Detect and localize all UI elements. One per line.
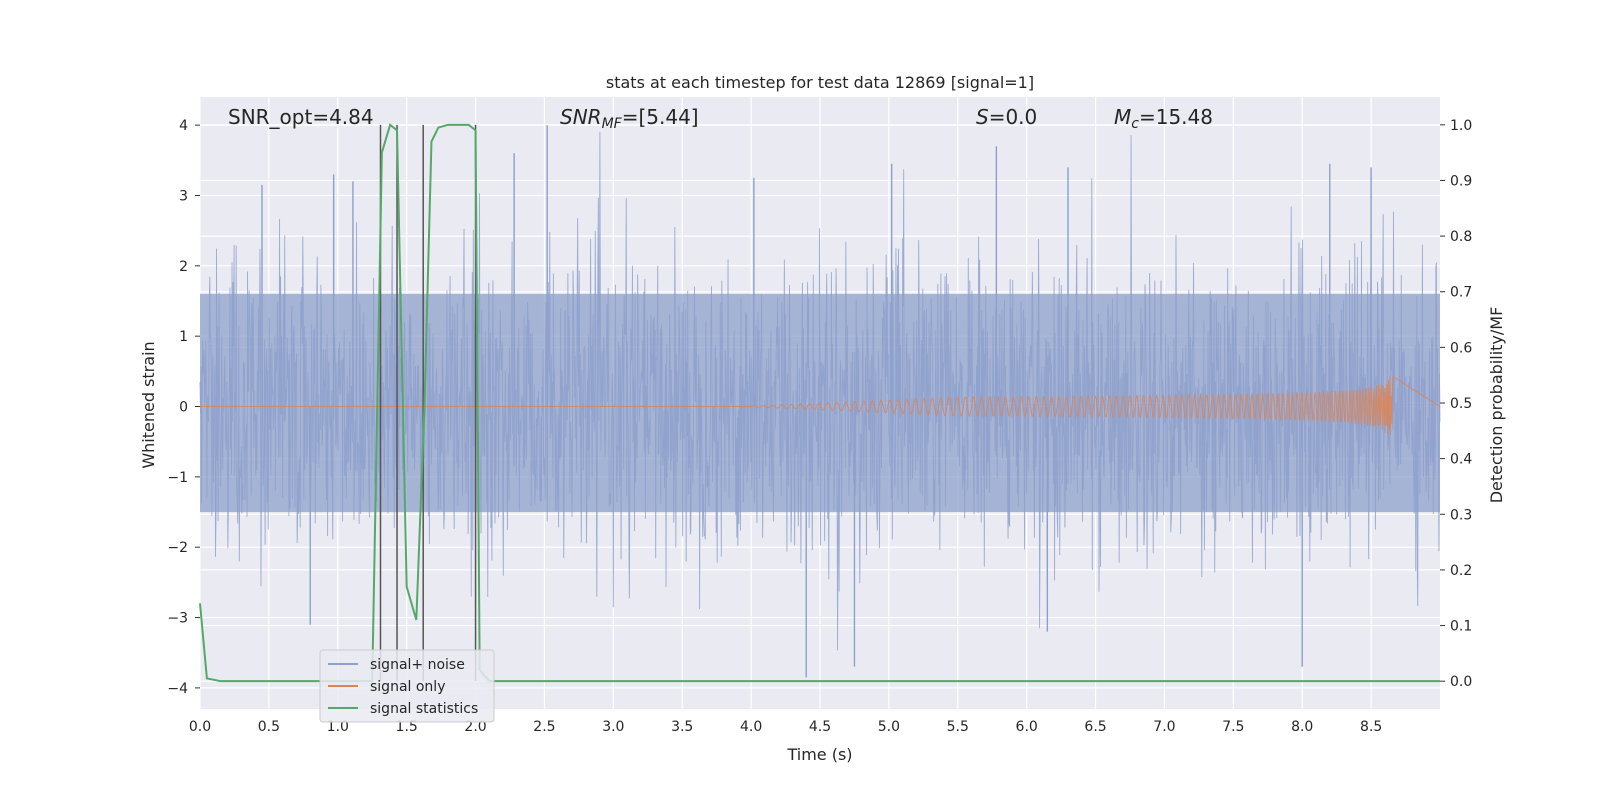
signal-noise-series — [199, 125, 1441, 678]
y2-tick-label: 0.7 — [1450, 285, 1472, 301]
y-tick-label: −2 — [167, 540, 188, 556]
snr-mf-value: =[5.44] — [622, 105, 699, 129]
legend-label-signal-statistics: signal statistics — [370, 701, 478, 717]
y-tick-label: −4 — [167, 681, 188, 697]
x-tick-label: 3.5 — [671, 719, 693, 735]
x-tick-label: 4.0 — [740, 719, 762, 735]
x-tick-label: 8.0 — [1291, 719, 1313, 735]
legend-label-signal-only: signal only — [370, 679, 445, 695]
signal-noise-band — [200, 293, 1440, 513]
y2-tick-label: 0.4 — [1450, 452, 1472, 468]
x-tick-label: 6.5 — [1084, 719, 1106, 735]
s-annotation: S=0.0 — [976, 105, 1037, 129]
x-tick-label: 0.0 — [189, 719, 211, 735]
y2-tick-label: 1.0 — [1450, 118, 1472, 134]
legend-box — [319, 649, 495, 723]
y2-tick-label: 0.8 — [1450, 229, 1472, 245]
x-tick-label: 5.0 — [878, 719, 900, 735]
y2-tick-label: 0.6 — [1450, 340, 1472, 356]
y-tick-label: 1 — [179, 329, 188, 345]
snr-opt-annotation: SNR_opt=4.84 — [228, 105, 374, 129]
y-tick-label: 4 — [179, 118, 188, 134]
mc-annotation: Mc=15.48 — [1114, 105, 1213, 132]
x-tick-label: 4.5 — [809, 719, 831, 735]
chart-title: stats at each timestep for test data 128… — [606, 73, 1034, 92]
y-tick-label: −3 — [167, 611, 188, 627]
y2-tick-label: 0.5 — [1450, 396, 1472, 412]
mc-value: =15.48 — [1139, 105, 1213, 129]
x-tick-label: 3.0 — [602, 719, 624, 735]
y-tick-label: −1 — [167, 470, 188, 486]
tick-labels: 0.0 0.5 1.0 1.5 2.0 2.5 3.0 3.5 4.0 4.5 5.0 5.5 6.0 6… — [167, 118, 1472, 735]
mc-sub: c — [1131, 116, 1139, 132]
x-tick-label: 6.0 — [1016, 719, 1038, 735]
y-tick-label: 3 — [179, 188, 188, 204]
x-tick-label: 2.5 — [533, 719, 555, 735]
x-tick-label: 1.0 — [327, 719, 349, 735]
y2-tick-label: 0.1 — [1450, 619, 1472, 635]
snr-mf-main: SNR — [560, 105, 602, 129]
signal-only-line — [200, 375, 1441, 435]
y2-tick-label: 0.3 — [1450, 507, 1472, 523]
x-tick-label: 1.5 — [396, 719, 418, 735]
x-tick-label: 5.5 — [947, 719, 969, 735]
mc-main: M — [1114, 105, 1131, 129]
snr-mf-sub: MF — [602, 116, 623, 132]
x-tick-label: 7.5 — [1222, 719, 1244, 735]
y-tick-label: 2 — [179, 259, 188, 275]
x-tick-label: 2.0 — [464, 719, 486, 735]
y2-axis-label: Detection probability/MF — [1487, 307, 1506, 504]
legend-label-signal-noise: signal+ noise — [370, 657, 465, 673]
y-tick-label: 0 — [179, 400, 188, 416]
y2-tick-label: 0.0 — [1450, 674, 1472, 690]
x-tick-label: 8.5 — [1360, 719, 1382, 735]
snr-mf-annotation: SNRMF=[5.44] — [560, 105, 699, 132]
y2-tick-label: 0.2 — [1450, 563, 1472, 579]
s-value: =0.0 — [989, 105, 1038, 129]
legend: signal+ noise signal only signal statist… — [319, 649, 495, 723]
x-axis-label: Time (s) — [786, 745, 852, 764]
x-tick-label: 0.5 — [258, 719, 280, 735]
s-label: S — [976, 105, 989, 129]
signal-only-series — [200, 375, 1441, 435]
x-tick-label: 7.0 — [1153, 719, 1175, 735]
y2-tick-label: 0.9 — [1450, 173, 1472, 189]
y-axis-label: Whitened strain — [139, 341, 158, 468]
